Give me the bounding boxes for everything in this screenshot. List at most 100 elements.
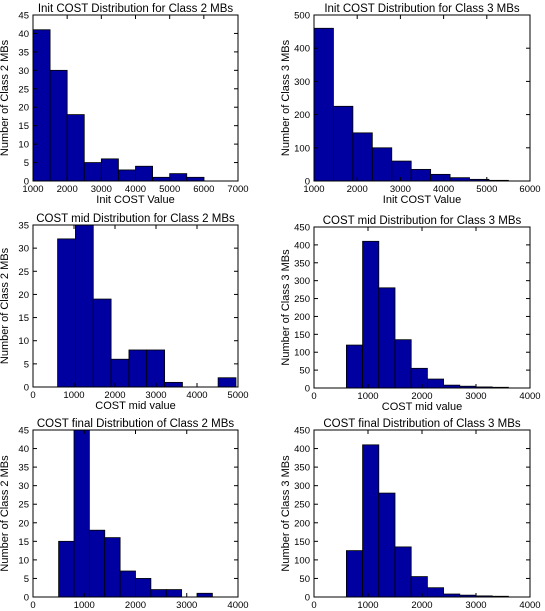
histogram-panel-5: 0 1000 2000 3000 4000 0 5 10 15 20 25 30 35 40 45 COST … — [0, 418, 249, 611]
histogram-bar — [186, 176, 205, 182]
histogram-bar — [362, 444, 380, 598]
y-axis-label: Number of Class 2 MBs — [0, 455, 11, 572]
y-tick-label: 10 — [18, 336, 29, 347]
y-tick-label: 0 — [24, 177, 29, 188]
x-tick-label: 7000 — [227, 184, 248, 195]
x-tick-label: 2000 — [347, 184, 368, 195]
histogram-bar — [150, 589, 167, 598]
histogram-bar — [169, 173, 188, 182]
y-tick-label: 50 — [299, 574, 310, 585]
histogram-bar — [217, 377, 237, 388]
histogram-bar — [352, 132, 373, 182]
histogram-bar — [32, 29, 51, 182]
histogram-bar — [100, 158, 119, 182]
axes-frame — [313, 14, 531, 182]
histogram-bar — [426, 378, 444, 389]
x-tick-label: 4000 — [186, 390, 207, 401]
y-tick-label: 25 — [18, 500, 29, 511]
histogram-bar — [118, 169, 136, 182]
histogram-bar — [135, 165, 153, 182]
histogram-panel-4: 0 1000 2000 3000 4000 0 50 100 150 200 250 300 350 40… — [280, 215, 541, 413]
x-tick-label: 3000 — [390, 184, 411, 195]
histogram-bar — [58, 540, 75, 598]
histogram-bar — [73, 429, 90, 598]
x-tick-label: 2000 — [125, 600, 146, 611]
x-tick-label: 2000 — [57, 184, 78, 195]
y-tick-label: 150 — [294, 537, 310, 548]
histogram-panel-3: 0 1000 2000 3000 4000 5000 0 5 10 15 20 25 30 35 COST … — [0, 213, 249, 412]
histogram-bar — [119, 570, 136, 598]
y-tick-label: 450 — [294, 426, 310, 437]
y-tick-label: 40 — [18, 444, 29, 455]
y-tick-label: 300 — [294, 77, 310, 88]
y-tick-label: 100 — [294, 555, 310, 566]
histogram-bar — [88, 529, 106, 598]
axes-frame — [32, 224, 239, 388]
y-tick-label: 200 — [294, 312, 310, 323]
histogram-bar — [426, 587, 444, 598]
x-tick-label: 2000 — [411, 600, 432, 611]
histogram-bar — [394, 339, 412, 389]
y-tick-label: 20 — [18, 518, 29, 529]
histogram-bar — [110, 358, 130, 388]
y-tick-label: 15 — [18, 121, 29, 132]
histogram-bar — [66, 114, 85, 182]
y-tick-label: 25 — [18, 267, 29, 278]
x-tick-label: 4000 — [519, 391, 540, 402]
y-axis-label: Number of Class 3 MBs — [280, 249, 292, 366]
histogram-panel-6: 0 1000 2000 3000 4000 0 50 100 150 200 250 300 350 40… — [280, 418, 541, 611]
x-tick-label: 1000 — [357, 600, 378, 611]
chart-title: COST mid Distribution for Class 2 MBs — [36, 213, 235, 225]
y-tick-label: 5 — [24, 574, 29, 585]
x-tick-label: 1000 — [63, 390, 84, 401]
histogram-bar — [152, 176, 171, 182]
y-tick-label: 0 — [305, 384, 310, 395]
y-tick-label: 35 — [18, 221, 29, 232]
x-tick-label: 5000 — [159, 184, 180, 195]
histogram-bar — [92, 298, 112, 388]
x-tick-label: 3000 — [465, 600, 486, 611]
x-tick-label: 1000 — [74, 600, 95, 611]
x-tick-label: 5000 — [227, 390, 248, 401]
x-tick-label: 6000 — [519, 184, 540, 195]
x-tick-label: 4000 — [433, 184, 454, 195]
y-tick-label: 20 — [18, 103, 29, 114]
y-tick-label: 5 — [24, 158, 29, 169]
y-tick-label: 300 — [294, 481, 310, 492]
histogram-bar — [410, 576, 428, 598]
y-tick-label: 45 — [18, 11, 29, 22]
y-tick-label: 20 — [18, 290, 29, 301]
y-tick-label: 30 — [18, 244, 29, 255]
y-axis-label: Number of Class 2 MBs — [0, 39, 11, 156]
x-tick-label: 5000 — [476, 184, 497, 195]
x-tick-label: 3000 — [176, 600, 197, 611]
y-tick-label: 500 — [294, 11, 310, 22]
y-tick-label: 0 — [24, 593, 29, 604]
histogram-bar — [378, 287, 396, 389]
histogram-bar — [196, 592, 213, 598]
x-tick-label: 1000 — [303, 184, 324, 195]
histogram-bar — [345, 344, 363, 389]
y-tick-label: 30 — [18, 481, 29, 492]
histogram-bar — [83, 162, 102, 182]
y-tick-label: 250 — [294, 500, 310, 511]
histogram-bar — [164, 381, 183, 388]
y-tick-label: 40 — [18, 29, 29, 40]
x-tick-label: 0 — [311, 600, 316, 611]
y-tick-label: 50 — [299, 366, 310, 377]
y-tick-label: 35 — [18, 463, 29, 474]
histogram-bar — [333, 105, 354, 182]
x-tick-label: 4000 — [227, 600, 248, 611]
y-tick-label: 10 — [18, 555, 29, 566]
y-tick-label: 200 — [294, 518, 310, 529]
x-axis-label: Init COST Value — [383, 194, 461, 206]
y-tick-label: 400 — [294, 44, 310, 55]
y-tick-label: 400 — [294, 240, 310, 251]
x-tick-label: 0 — [30, 600, 35, 611]
y-axis-label: Number of Class 3 MBs — [280, 39, 292, 156]
histogram-bar — [146, 349, 166, 388]
y-tick-label: 250 — [294, 294, 310, 305]
histogram-bar — [104, 537, 121, 598]
chart-title: Init COST Distribution for Class 2 MBs — [38, 3, 234, 15]
y-tick-label: 35 — [18, 47, 29, 58]
